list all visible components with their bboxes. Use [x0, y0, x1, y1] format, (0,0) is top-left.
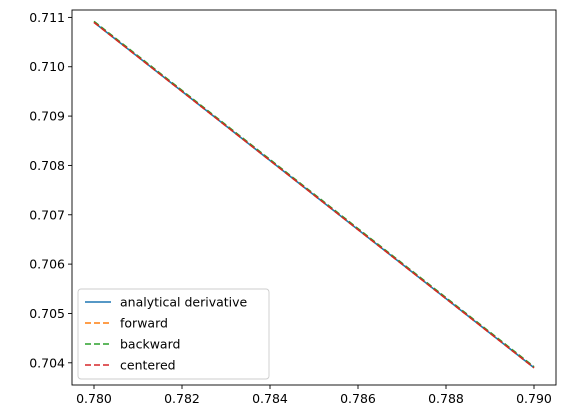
series-layer: [93, 20, 535, 369]
y-axis: 0.704 0.705 0.706 0.707 0.708 0.709 0.710 0.711: [29, 10, 72, 370]
x-tick-label: 0.784: [252, 391, 288, 406]
x-tick-label: 0.786: [340, 391, 376, 406]
y-tick-label: 0.707: [29, 207, 65, 222]
legend: analytical derivative forward backward cent…: [77, 288, 270, 380]
y-tick-label: 0.711: [29, 10, 65, 25]
x-tick-label: 0.788: [428, 391, 464, 406]
x-tick-label: 0.790: [516, 391, 552, 406]
x-axis: 0.780 0.782 0.784 0.786 0.788 0.790: [76, 385, 552, 406]
y-tick-label: 0.708: [29, 158, 65, 173]
legend-label: analytical derivative: [120, 295, 248, 310]
legend-label: forward: [120, 316, 168, 331]
legend-label: backward: [120, 337, 180, 352]
y-tick-label: 0.704: [29, 355, 65, 370]
x-tick-label: 0.780: [76, 391, 112, 406]
series-line-centered: [93, 21, 535, 369]
y-tick-label: 0.710: [29, 59, 65, 74]
y-tick-label: 0.706: [29, 257, 65, 272]
y-tick-label: 0.705: [29, 306, 65, 321]
legend-label: centered: [120, 358, 176, 373]
y-tick-label: 0.709: [29, 109, 65, 124]
legend-box: [77, 288, 270, 380]
x-tick-label: 0.782: [164, 391, 200, 406]
